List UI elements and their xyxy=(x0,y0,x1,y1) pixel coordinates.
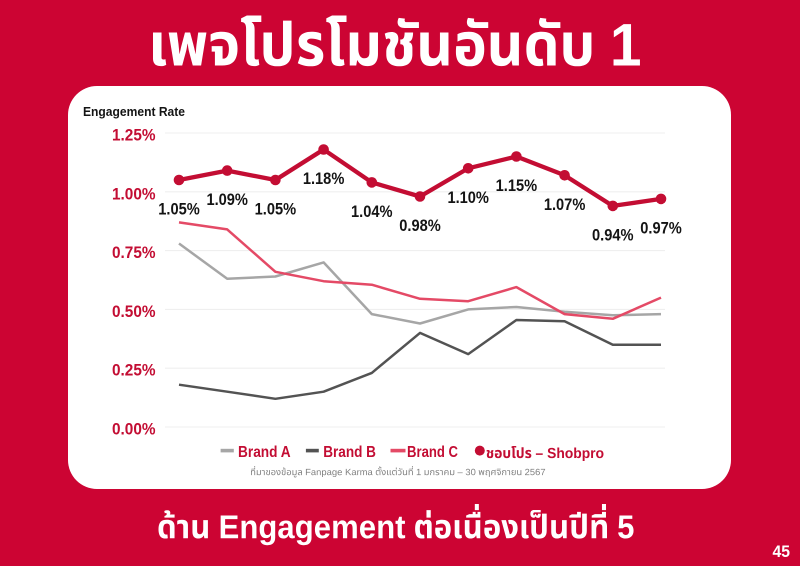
svg-text:1.09%: 1.09% xyxy=(206,191,248,209)
svg-text:1.05%: 1.05% xyxy=(158,201,200,219)
svg-text:0.50%: 0.50% xyxy=(112,302,156,321)
svg-text:0.97%: 0.97% xyxy=(640,219,682,237)
svg-text:0.00%: 0.00% xyxy=(112,420,156,439)
svg-text:1.04%: 1.04% xyxy=(351,203,393,221)
svg-text:Brand B: Brand B xyxy=(323,444,376,461)
svg-text:1.00%: 1.00% xyxy=(112,184,156,203)
svg-text:1.10%: 1.10% xyxy=(447,189,489,207)
svg-text:45: 45 xyxy=(773,542,791,561)
svg-text:1.25%: 1.25% xyxy=(112,126,156,145)
svg-text:0.98%: 0.98% xyxy=(399,217,441,235)
svg-text:Engagement Rate: Engagement Rate xyxy=(83,104,185,119)
svg-text:Brand A: Brand A xyxy=(238,444,291,461)
svg-text:1.05%: 1.05% xyxy=(255,201,297,219)
svg-text:Brand C: Brand C xyxy=(407,444,458,461)
svg-text:1.18%: 1.18% xyxy=(303,170,345,188)
svg-text:0.94%: 0.94% xyxy=(592,226,634,244)
svg-text:1.15%: 1.15% xyxy=(496,177,538,195)
svg-text:1.07%: 1.07% xyxy=(544,196,586,214)
svg-text:0.75%: 0.75% xyxy=(112,243,156,262)
svg-text:0.25%: 0.25% xyxy=(112,361,156,380)
